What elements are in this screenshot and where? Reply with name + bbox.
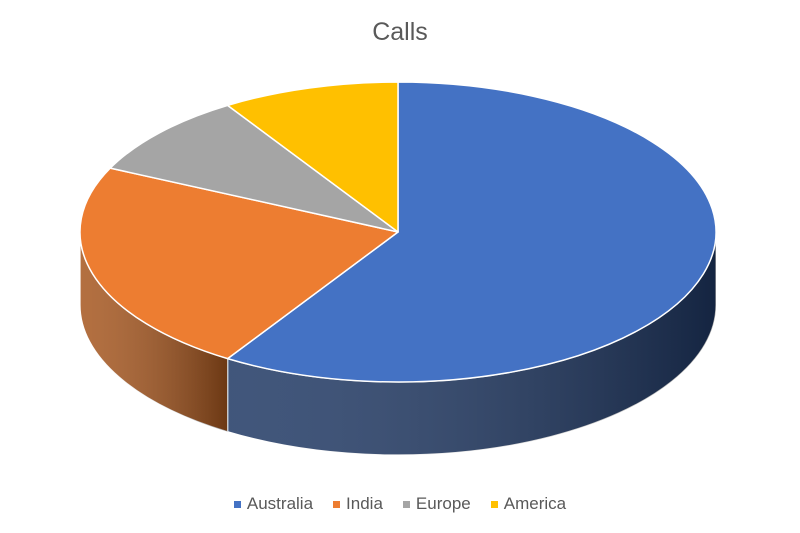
legend-label: America: [503, 494, 567, 513]
legend-item-australia: Australia: [233, 494, 314, 514]
pie-slice-india[interactable]: [79, 167, 399, 360]
chart-title: Calls: [372, 18, 428, 46]
legend-swatch: [333, 500, 341, 508]
pie-slice-australia[interactable]: [226, 81, 717, 383]
legend-item-america: America: [490, 494, 567, 514]
legend-swatch: [490, 500, 498, 508]
legend-label: Europe: [415, 494, 471, 513]
legend: Australia India Europe America: [0, 494, 800, 514]
pie-slice-america[interactable]: [226, 81, 399, 233]
legend-item-india: India: [333, 494, 383, 514]
legend-swatch: [402, 500, 410, 508]
pie-side-shade-india: [80, 232, 228, 432]
legend-label: India: [346, 494, 383, 513]
pie-slice-europe[interactable]: [109, 104, 399, 233]
legend-label: Australia: [246, 494, 314, 513]
pie-side-shade-australia: [227, 232, 716, 455]
legend-swatch: [233, 500, 241, 508]
legend-item-europe: Europe: [402, 494, 471, 514]
